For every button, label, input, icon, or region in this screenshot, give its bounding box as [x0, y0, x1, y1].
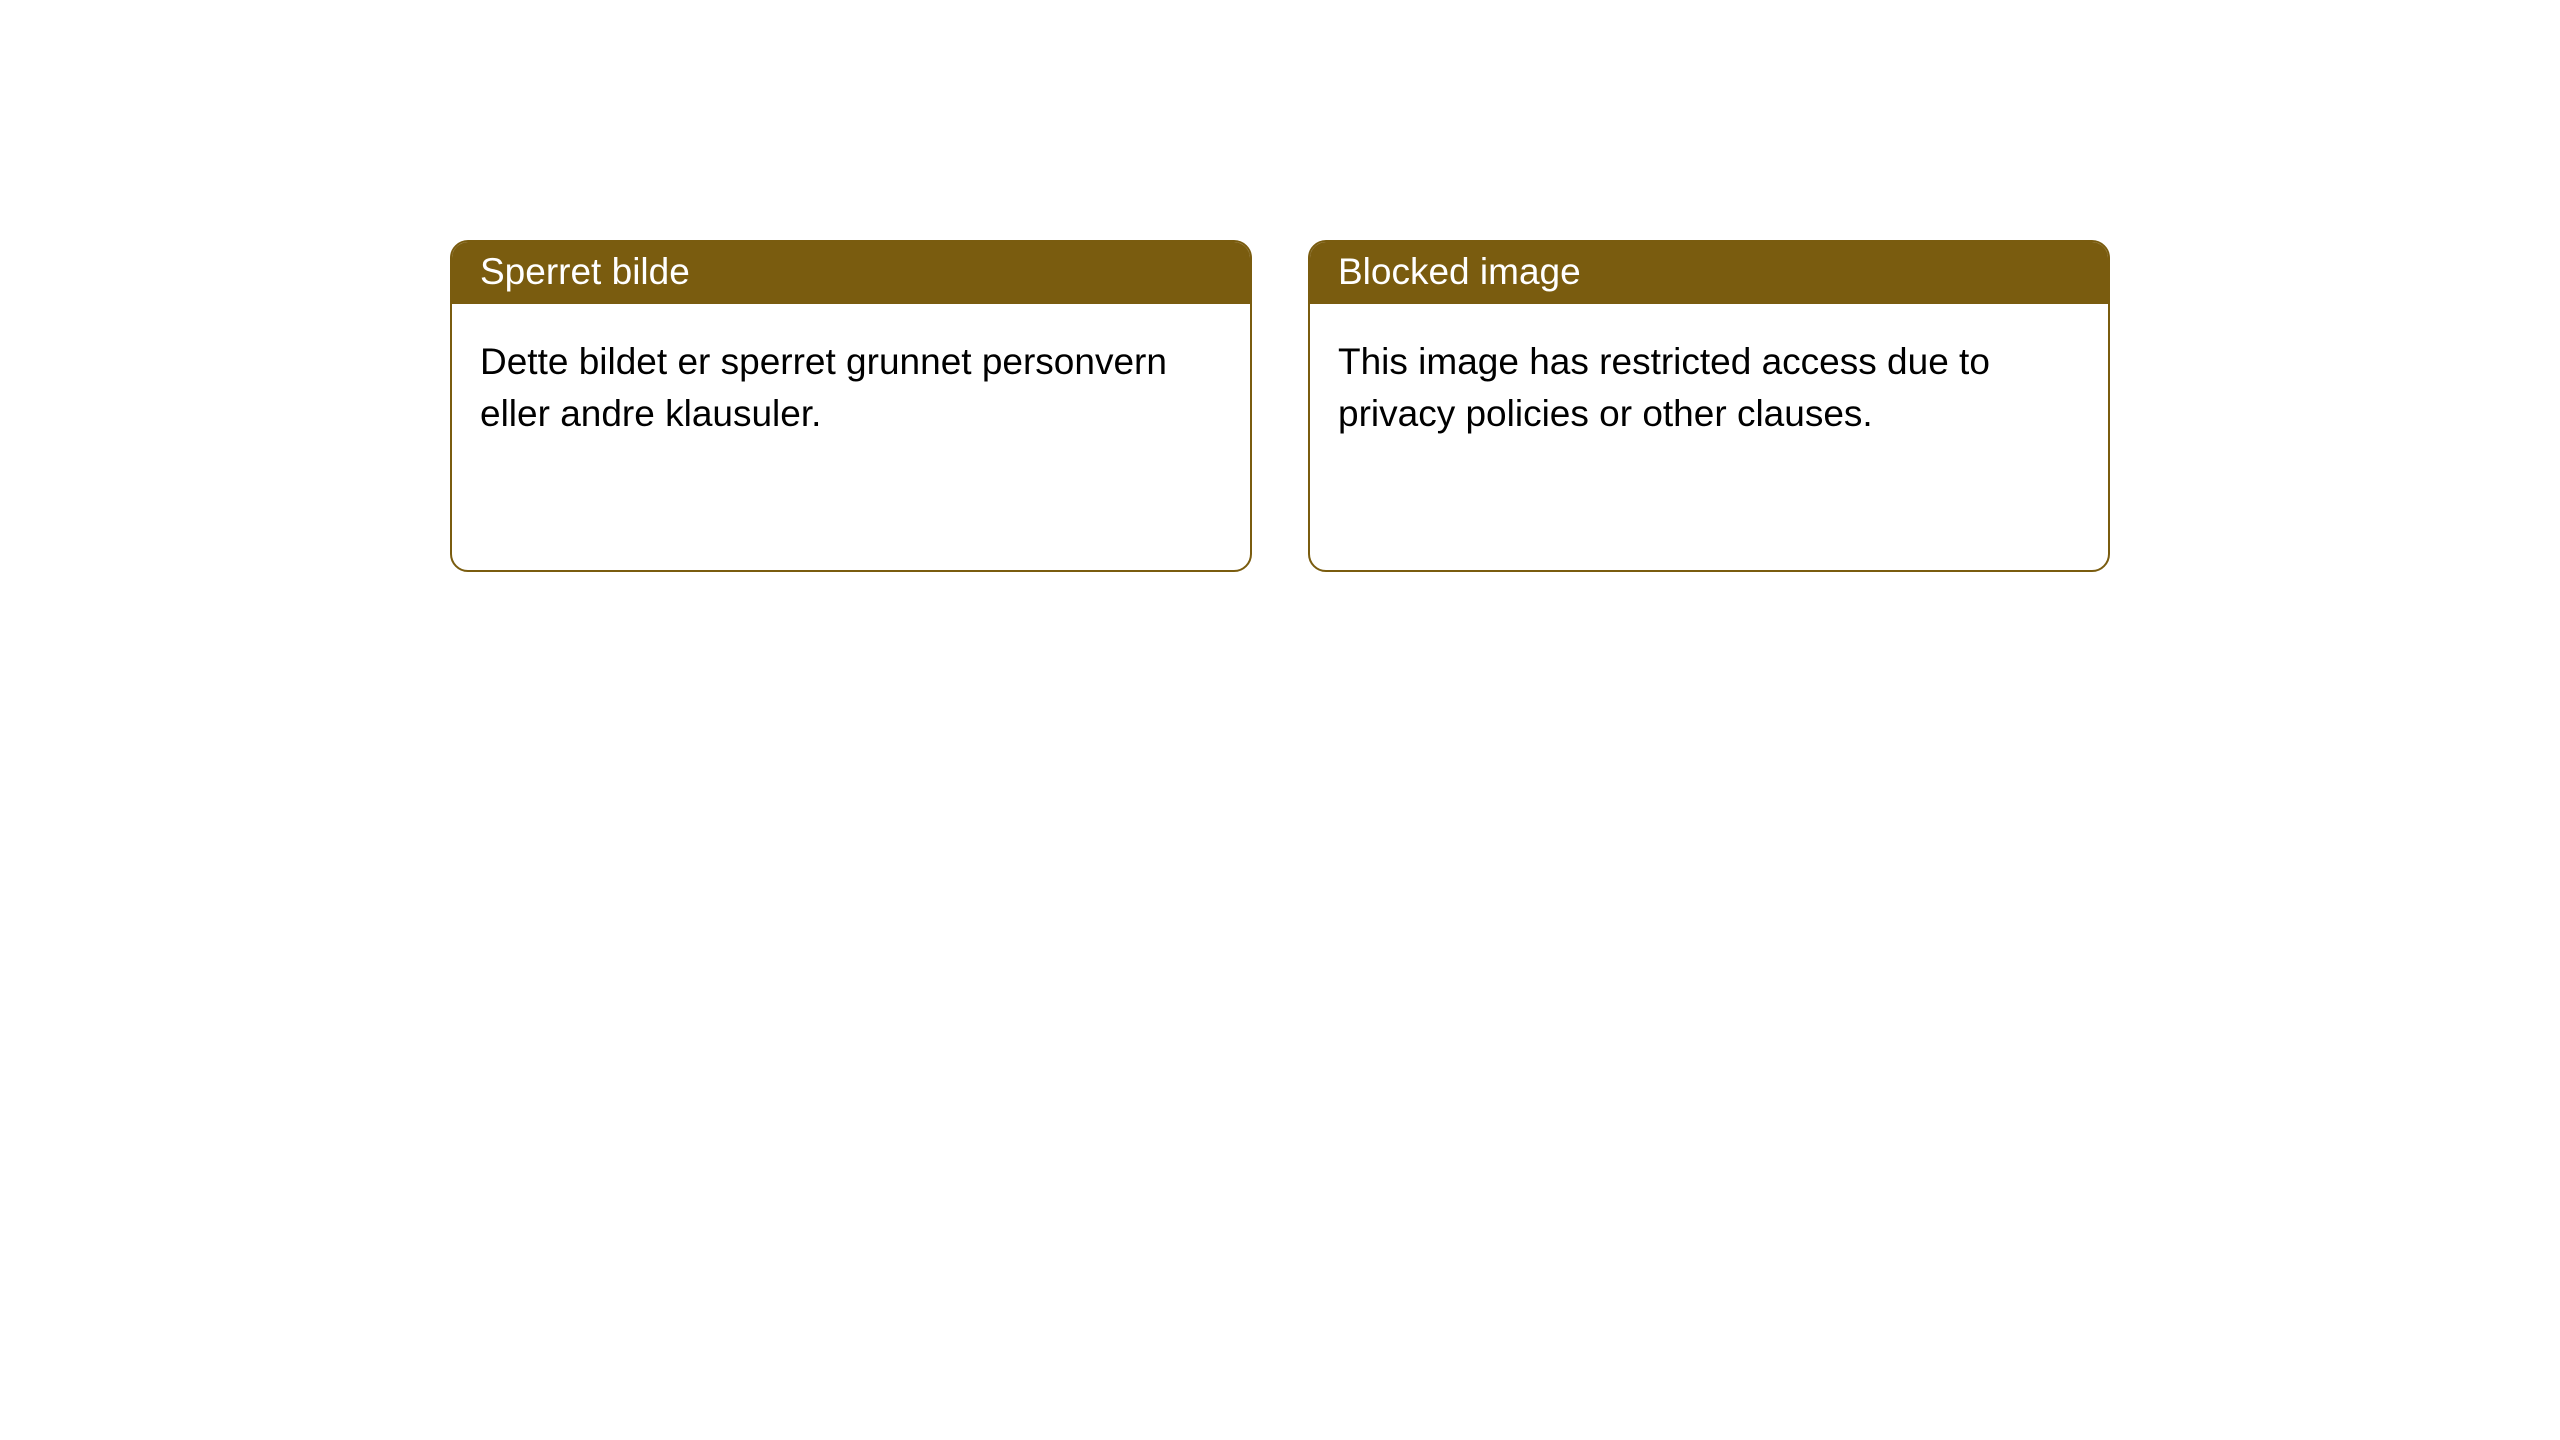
notice-card-norwegian: Sperret bilde Dette bildet er sperret gr… [450, 240, 1252, 572]
notice-card-english: Blocked image This image has restricted … [1308, 240, 2110, 572]
notice-container: Sperret bilde Dette bildet er sperret gr… [0, 0, 2560, 572]
notice-header-norwegian: Sperret bilde [452, 242, 1250, 304]
notice-body-english: This image has restricted access due to … [1310, 304, 2108, 472]
notice-header-english: Blocked image [1310, 242, 2108, 304]
notice-body-norwegian: Dette bildet er sperret grunnet personve… [452, 304, 1250, 472]
